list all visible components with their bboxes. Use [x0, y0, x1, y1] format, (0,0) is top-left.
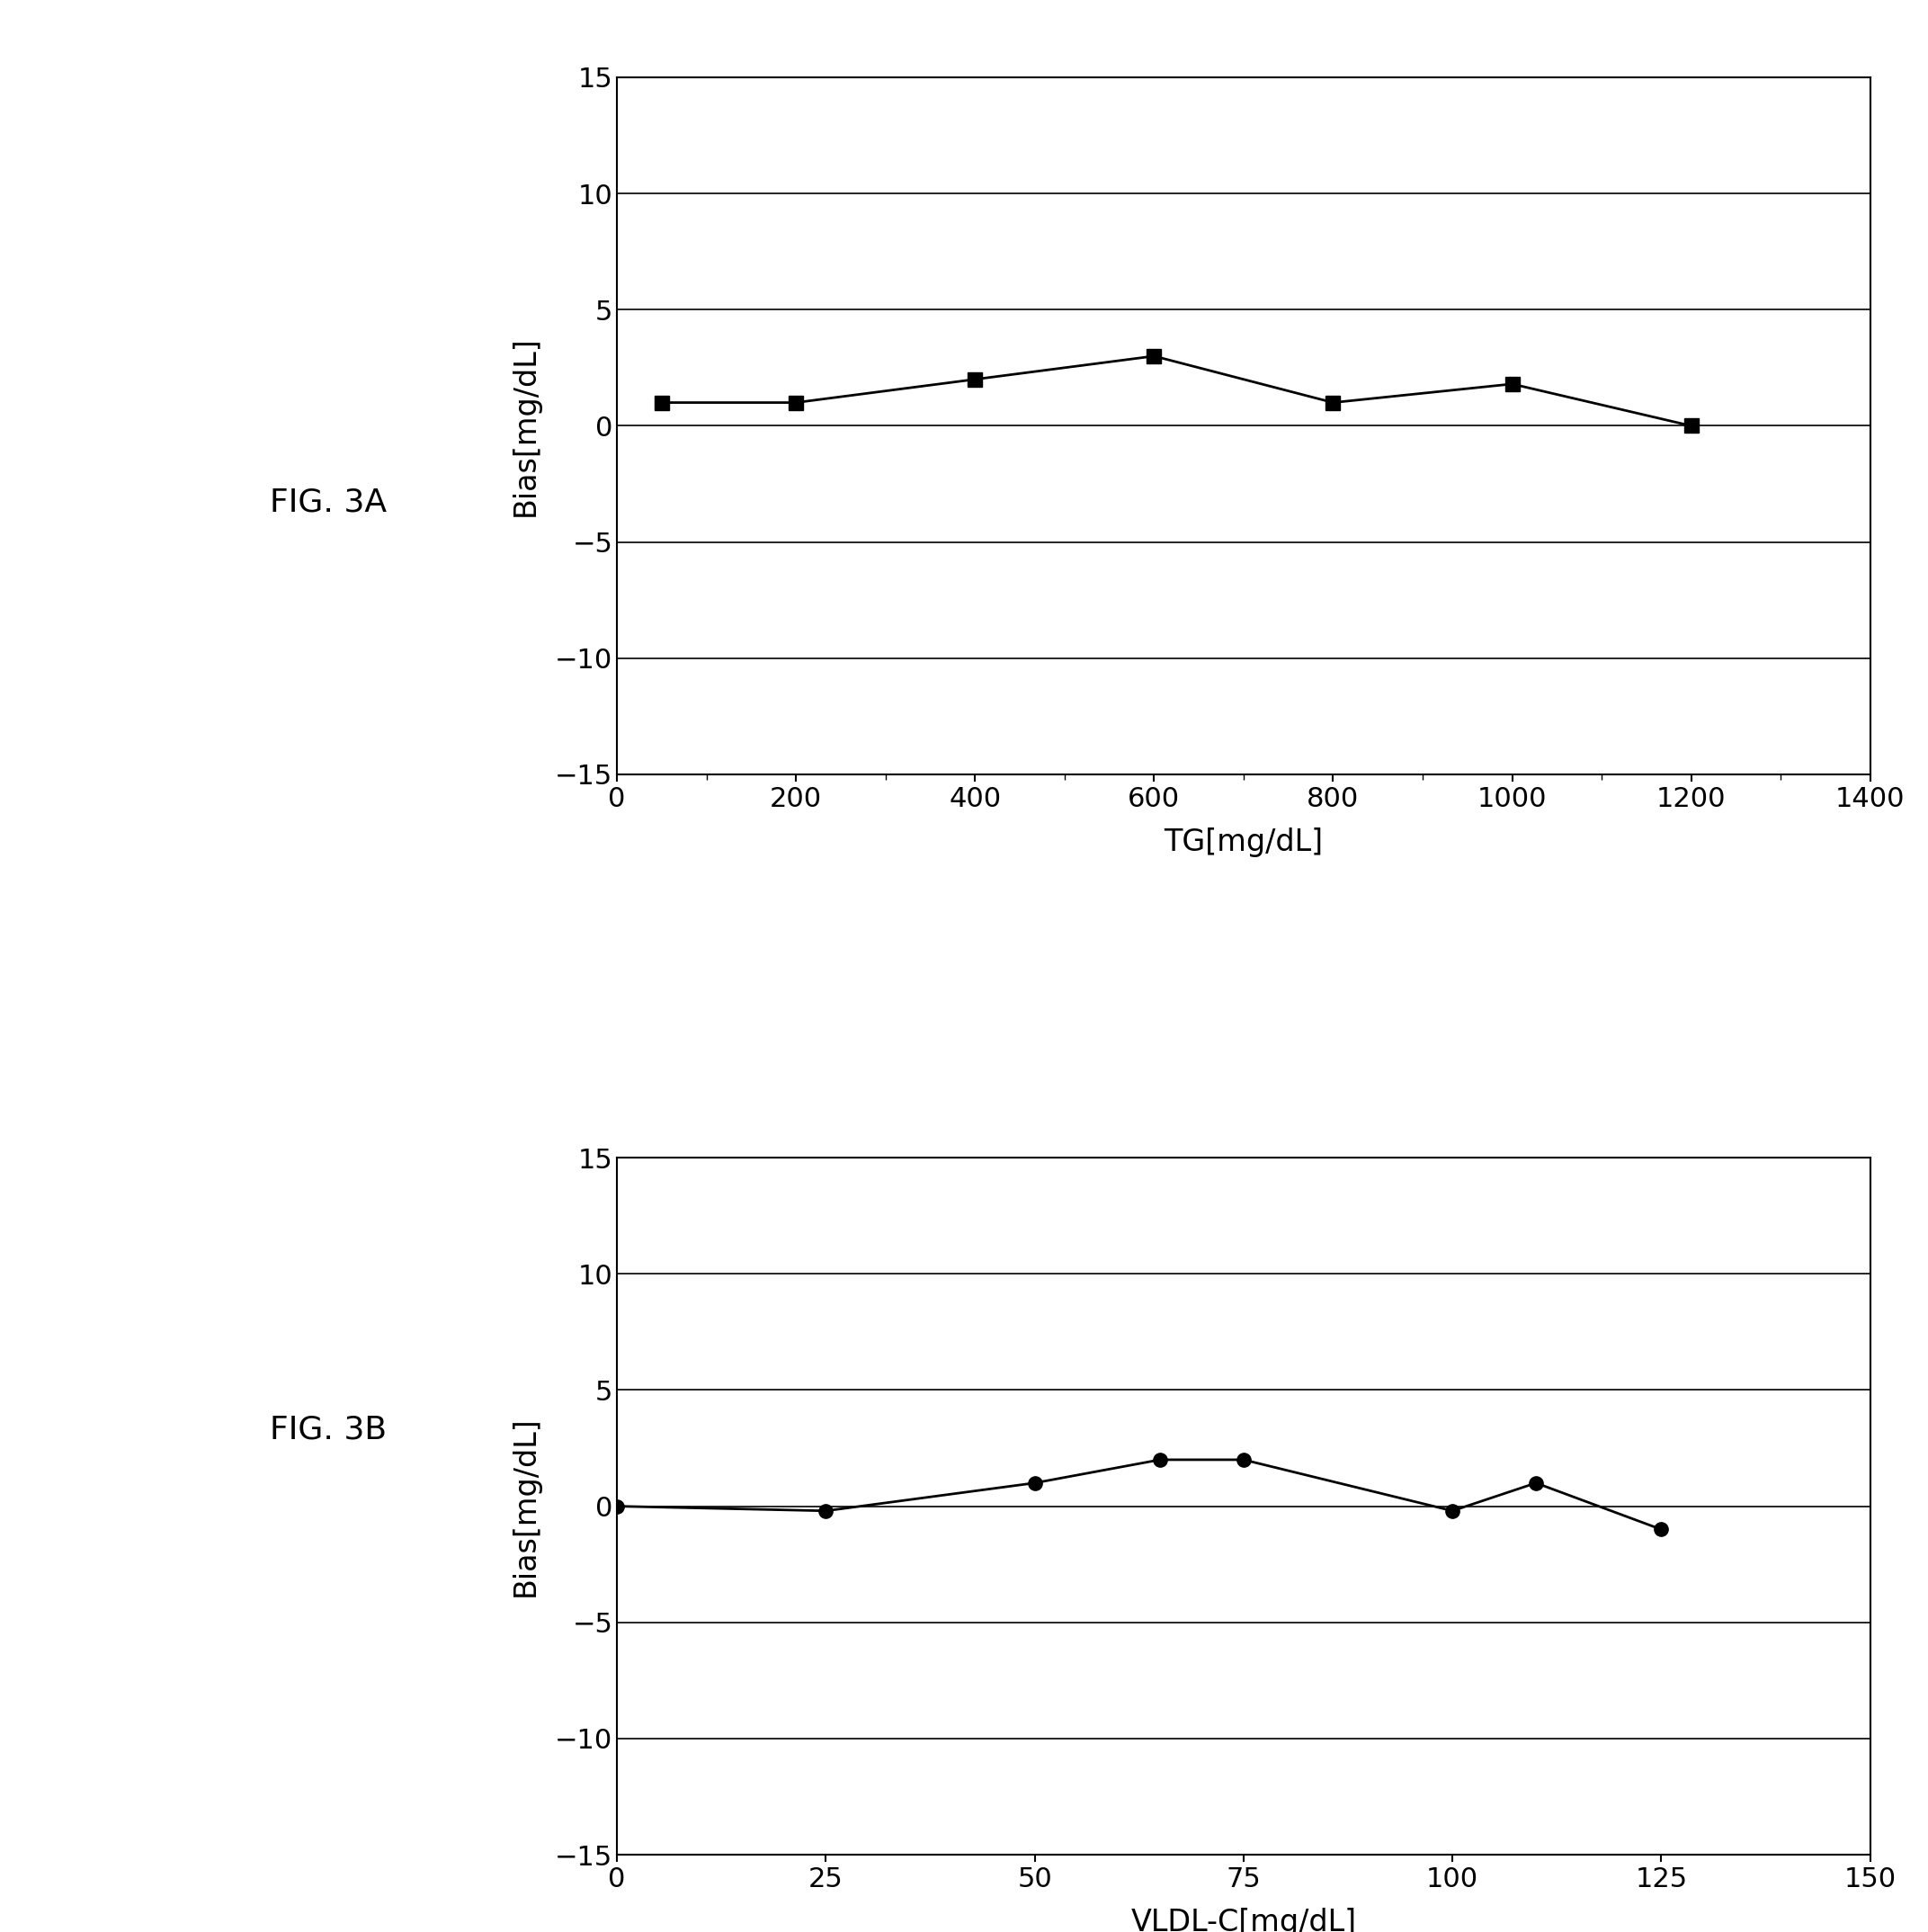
Text: FIG. 3A: FIG. 3A — [270, 487, 388, 518]
X-axis label: TG[mg/dL]: TG[mg/dL] — [1165, 827, 1323, 858]
X-axis label: VLDL-C[mg/dL]: VLDL-C[mg/dL] — [1130, 1907, 1357, 1932]
Y-axis label: Bias[mg/dL]: Bias[mg/dL] — [511, 1416, 540, 1596]
Y-axis label: Bias[mg/dL]: Bias[mg/dL] — [511, 336, 540, 516]
Text: FIG. 3B: FIG. 3B — [270, 1414, 388, 1445]
